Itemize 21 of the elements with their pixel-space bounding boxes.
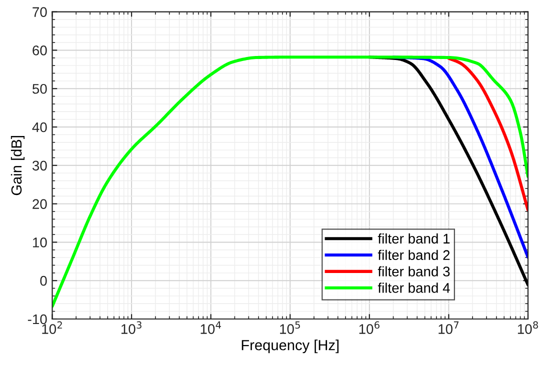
- x-tick-label: 10$^{3}$: [121, 321, 142, 334]
- y-tick-label: 10: [33, 238, 47, 248]
- y-tick-label: 20: [32, 199, 47, 209]
- y-tick-label: 0: [40, 276, 47, 286]
- y-tick-label: 60: [32, 46, 47, 56]
- x-tick-label: 10$^{5}$: [280, 321, 300, 334]
- y-tick-label: 40: [32, 122, 47, 132]
- y-tick-label: 50: [32, 84, 47, 94]
- x-tick-label: 10$^{7}$: [438, 321, 459, 334]
- y-axis-title: Gain [dB]: [10, 136, 25, 196]
- legend-label: filter band 3: [378, 266, 450, 276]
- legend-label: filter band 1: [378, 233, 450, 244]
- x-tick-label: 10$^{8}$: [518, 321, 538, 334]
- x-tick-label: 10$^{6}$: [359, 321, 380, 334]
- x-tick-label: 10$^{4}$: [200, 321, 221, 334]
- y-tick-label: -10: [28, 314, 47, 324]
- legend-label: filter band 2: [378, 250, 450, 260]
- legend-label: filter band 4: [378, 282, 450, 293]
- x-axis-title: Frequency [Hz]: [242, 340, 339, 354]
- y-tick-label: 70: [32, 7, 47, 17]
- y-tick-label: 30: [32, 160, 47, 171]
